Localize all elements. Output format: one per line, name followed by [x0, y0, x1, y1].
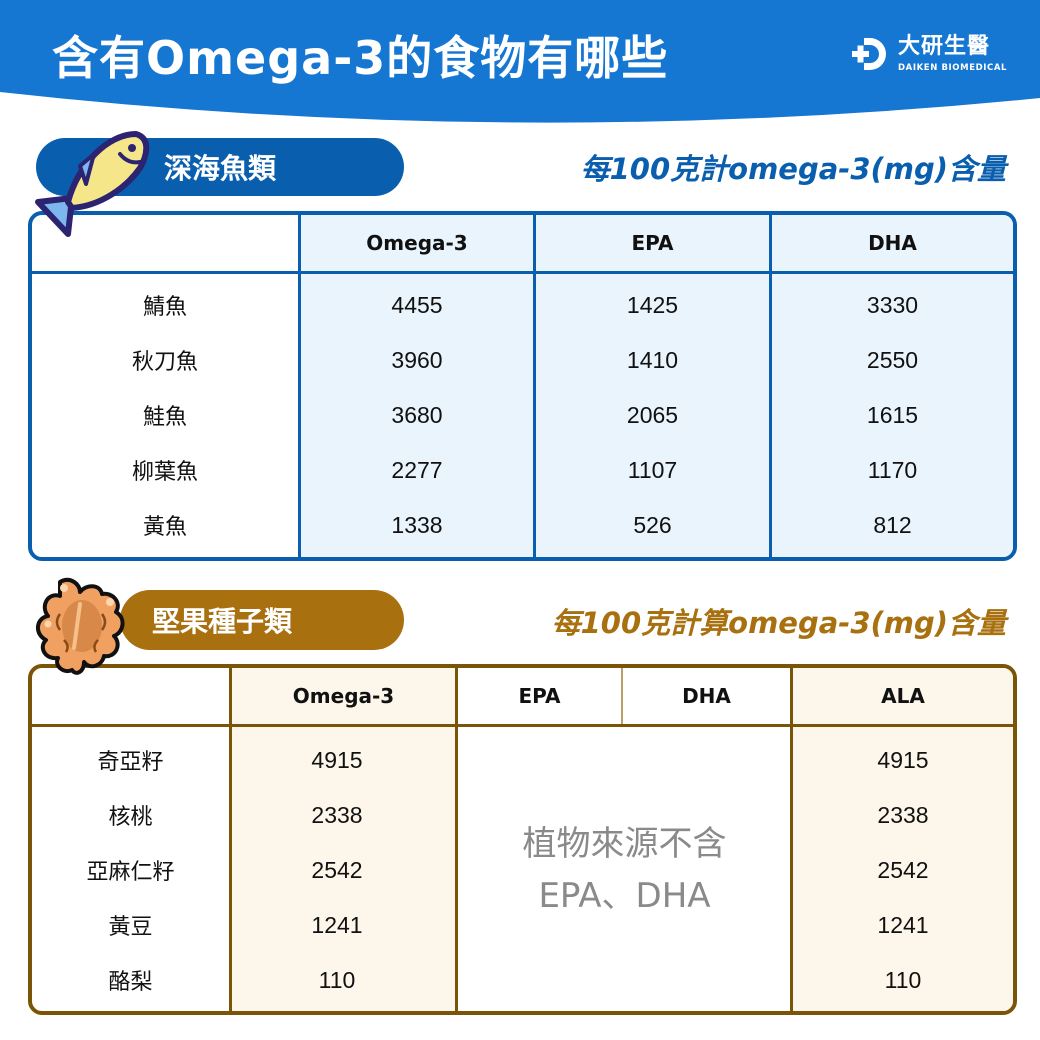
nut-ala-value: 2542 [877, 856, 929, 883]
fish-category-label: 深海魚類 [164, 152, 277, 185]
fish-name: 黃魚 [142, 515, 187, 540]
brand-name-cn: 大研生醫 [898, 34, 991, 59]
header-background [0, 0, 1040, 123]
fish-icon [35, 131, 150, 237]
nut-unit-note: 每100克計算omega-3(mg)含量 [551, 606, 1006, 640]
fish-name: 鮭魚 [142, 405, 187, 430]
nut-omega3-value: 2338 [311, 801, 363, 828]
fish-dha-value: 1170 [867, 456, 918, 483]
fish-header-omega3: Omega-3 [366, 231, 468, 255]
fish-header-dha: DHA [868, 231, 917, 255]
fish-name: 鯖魚 [142, 295, 187, 320]
brand-logo: 大研生醫 DAIKEN BIOMEDICAL [852, 34, 1007, 74]
plant-source-note: 植物來源不含 EPA、DHA [457, 818, 792, 922]
nut-omega3-value: 110 [318, 966, 356, 993]
nut-ala-value: 2338 [877, 801, 929, 828]
nut-header-divider [32, 724, 1013, 727]
nut-category-pill: 堅果種子類 [120, 590, 404, 650]
fish-omega3-value: 3960 [391, 346, 443, 373]
fish-unit-note: 每100克計omega-3(mg)含量 [580, 152, 1006, 186]
nut-table: Omega-3 EPA DHA ALA 植物來源不含 EPA、DHA 奇亞籽 4… [28, 664, 1017, 1015]
fish-dha-value: 3330 [866, 291, 919, 318]
page-title: 含有Omega-3的食物有哪些 [52, 31, 669, 85]
fish-epa-value: 1425 [626, 291, 679, 318]
nut-name: 亞麻仁籽 [86, 860, 175, 885]
header-banner: 含有Omega-3的食物有哪些 大研生醫 DAIKEN BIOMEDICAL [0, 0, 1040, 140]
fish-epa-value: 1107 [627, 456, 678, 483]
fish-dha-value: 1615 [866, 401, 919, 428]
fish-header-epa: EPA [631, 231, 674, 255]
nut-category-label: 堅果種子類 [152, 605, 293, 638]
fish-omega3-value: 2277 [391, 456, 443, 483]
fish-epa-value: 526 [633, 511, 672, 538]
fish-table: Omega-3 EPA DHA 鯖魚 4455 1425 3330 秋刀魚 39… [28, 211, 1017, 561]
brand-mark-icon [852, 38, 886, 70]
nut-header-dha: DHA [682, 684, 731, 708]
nut-name: 核桃 [108, 805, 153, 830]
fish-epa-value: 2065 [626, 401, 679, 428]
nut-header-omega3: Omega-3 [292, 684, 395, 708]
nut-omega3-value: 4915 [311, 746, 363, 773]
fish-dha-value: 812 [873, 511, 912, 538]
nut-header-ala: ALA [881, 684, 925, 708]
fish-header-divider [32, 271, 1013, 274]
nut-ala-value: 4915 [877, 746, 929, 773]
fish-omega3-value: 4455 [391, 291, 443, 318]
fish-name: 秋刀魚 [131, 350, 198, 375]
plant-source-note-line2: EPA、DHA [538, 876, 711, 916]
nut-omega3-value: 2542 [311, 856, 363, 883]
nut-omega3-value: 1241 [311, 911, 363, 938]
brand-name-en: DAIKEN BIOMEDICAL [898, 63, 1008, 73]
nut-name: 酪梨 [108, 970, 153, 995]
nut-name: 黃豆 [108, 915, 153, 940]
fish-epa-value: 1410 [626, 346, 679, 373]
fish-omega3-value: 1338 [391, 511, 443, 538]
nut-ala-value: 1241 [877, 911, 929, 938]
fish-omega3-value: 3680 [391, 401, 443, 428]
nut-name: 奇亞籽 [97, 750, 164, 775]
fish-name: 柳葉魚 [131, 460, 198, 485]
walnut-icon [36, 577, 125, 675]
fish-dha-value: 2550 [866, 346, 919, 373]
nut-header-epa: EPA [518, 684, 561, 708]
plant-source-note-line1: 植物來源不含 [522, 824, 727, 864]
nut-epa-dha-divider [621, 668, 623, 724]
nut-ala-value: 110 [884, 966, 922, 993]
